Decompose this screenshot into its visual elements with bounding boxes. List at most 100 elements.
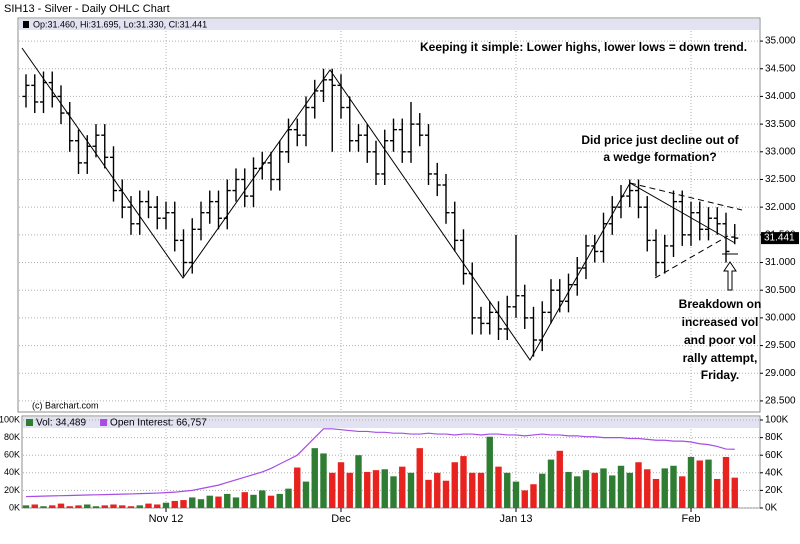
x-tick-label: Jan 13 <box>499 513 532 525</box>
x-tick-label: Dec <box>331 513 351 525</box>
annotation: Did price just decline out of <box>581 133 739 147</box>
annotation: and poor vol <box>684 333 756 347</box>
volume-bar <box>92 506 100 508</box>
volume-bar <box>180 500 187 508</box>
volume-bar <box>84 504 91 508</box>
volume-bar <box>337 462 345 508</box>
volume-bar <box>434 472 441 508</box>
volume-bar <box>722 456 730 508</box>
oi-line <box>25 428 735 498</box>
volume-bar <box>425 479 432 508</box>
volume-bar <box>661 468 668 508</box>
volume-bar <box>372 470 380 508</box>
volume-bar <box>609 475 616 508</box>
volume-bar <box>591 472 598 508</box>
volume-bar <box>206 495 213 508</box>
volume-legend-band <box>23 417 759 428</box>
volume-bar <box>241 492 248 508</box>
y-tick-label: 40K <box>4 467 20 477</box>
y-tick-label: 32.500 <box>765 174 796 185</box>
y2-tick-label: 0K <box>765 503 778 514</box>
y2-tick-label: 20K <box>765 485 783 496</box>
volume-bar <box>495 466 502 508</box>
y-tick-label: 30.000 <box>765 313 796 324</box>
volume-bar <box>617 465 625 508</box>
y-tick-label: 34.500 <box>765 63 796 74</box>
volume-bar <box>171 500 178 508</box>
volume-bar <box>565 471 572 508</box>
volume-bar <box>119 505 126 508</box>
volume-bar <box>311 448 318 508</box>
volume-bar <box>512 481 520 508</box>
annotation: rally attempt, <box>683 351 758 365</box>
volume-bar <box>705 459 712 508</box>
legend-label: Vol: 34,489 <box>36 418 86 429</box>
volume-bar <box>442 480 450 508</box>
y-tick-label: 0K <box>9 502 20 512</box>
volume-bar <box>101 505 108 508</box>
y-tick-label: 33.000 <box>765 146 796 157</box>
volume-bar <box>250 494 257 508</box>
annotation: Breakdown on <box>679 297 762 311</box>
volume-bar <box>600 468 607 508</box>
y-tick-label: 33.500 <box>765 119 796 130</box>
volume-bar <box>530 484 537 508</box>
y-tick-label: 30.500 <box>765 285 796 296</box>
volume-bar <box>696 460 703 508</box>
volume-bar <box>189 497 196 508</box>
volume-bar <box>381 469 388 508</box>
volume-bar <box>547 459 555 508</box>
y-tick-label: 100K <box>0 414 20 424</box>
annotation: increased vol <box>682 315 759 329</box>
volume-bar <box>574 476 581 508</box>
last-price-box <box>761 232 799 245</box>
volume-bar <box>687 456 695 508</box>
volume-bar <box>355 455 362 508</box>
y-tick-label: 31.000 <box>765 257 796 268</box>
volume-bar <box>110 504 117 508</box>
volume-bar <box>679 476 686 508</box>
volume-bar <box>224 493 231 508</box>
volume-bar <box>364 471 371 508</box>
volume-bar <box>329 472 336 508</box>
volume-bar <box>232 497 240 508</box>
credit: (c) Barchart.com <box>32 400 99 410</box>
legend-swatch <box>100 419 108 426</box>
y-tick-label: 32.000 <box>765 202 796 213</box>
legend-swatch <box>23 21 29 28</box>
volume-bar <box>162 502 170 508</box>
y-tick-label: 29.500 <box>765 340 796 351</box>
volume-bar <box>57 503 65 508</box>
volume-bar <box>521 490 528 508</box>
y-tick-label: 80K <box>4 432 20 442</box>
last-price-label: 31.441 <box>764 233 795 244</box>
y2-tick-label: 80K <box>765 432 783 443</box>
y2-tick-label: 60K <box>765 450 783 461</box>
volume-bar <box>469 472 476 508</box>
volume-bar <box>75 505 82 508</box>
trend-line <box>21 47 736 361</box>
volume-bar <box>486 436 493 508</box>
annotation: Friday. <box>701 368 739 382</box>
volume-bar <box>451 462 458 508</box>
volume-bar <box>136 505 143 508</box>
y-tick-label: 28.500 <box>765 396 796 407</box>
y-tick-label: 60K <box>4 450 20 460</box>
volume-bar <box>267 495 275 508</box>
legend-label: Open Interest: 66,757 <box>110 418 207 429</box>
volume-bar <box>22 505 30 508</box>
volume-bar <box>302 481 310 508</box>
volume-bar <box>539 473 546 508</box>
price-legend-band <box>19 19 759 30</box>
arrow <box>723 261 737 291</box>
volume-bar <box>652 478 660 508</box>
x-tick-label: Feb <box>682 513 701 525</box>
volume-bar <box>154 504 161 508</box>
volume-bar <box>399 466 406 508</box>
volume-bar <box>556 450 563 508</box>
volume-bar <box>285 488 292 508</box>
ohlc-legend: Op:31.460, Hi:31.695, Lo:31.330, Cl:31.4… <box>33 19 207 29</box>
y2-tick-label: 100K <box>765 415 789 426</box>
